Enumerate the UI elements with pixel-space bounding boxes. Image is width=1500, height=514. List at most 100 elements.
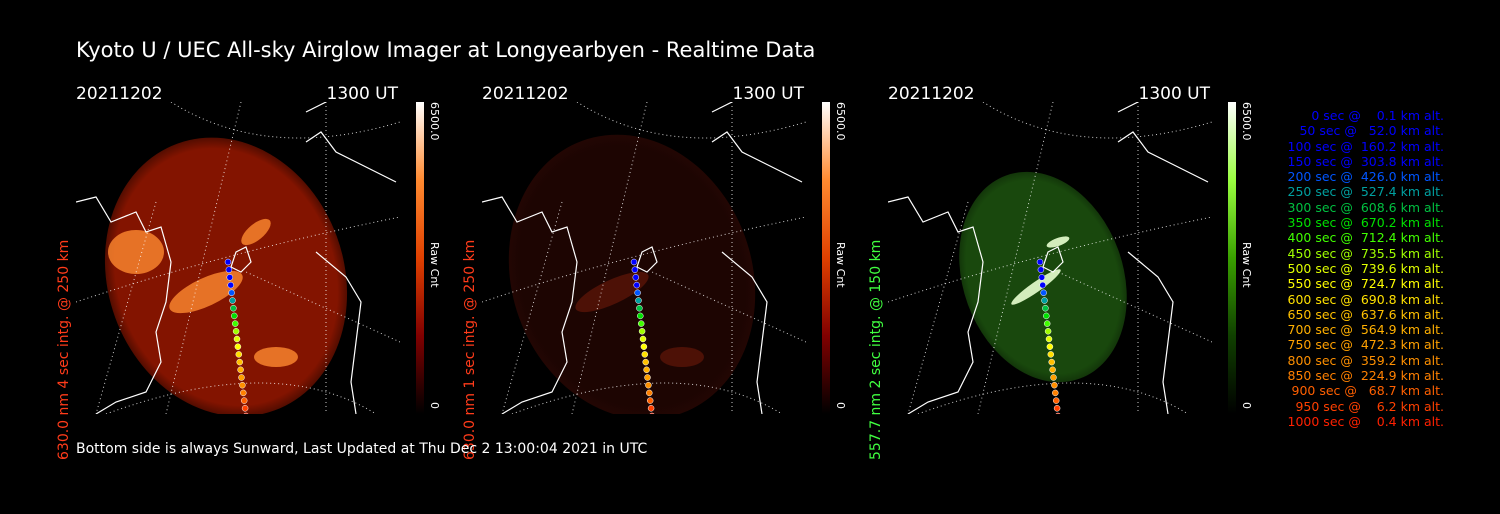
trajectory-point (1042, 304, 1049, 312)
trajectory-point (647, 405, 655, 412)
trajectory-point (1053, 405, 1061, 412)
trajectory-point (646, 397, 654, 404)
trajectory-point (229, 297, 236, 304)
trajectory-point (227, 281, 234, 289)
colorbar-unit-label: Raw Cnt (1240, 242, 1253, 288)
trajectory-point (239, 381, 246, 389)
trajectory-point (634, 289, 641, 297)
colorbar-unit-label: Raw Cnt (428, 242, 441, 288)
legend-entry: 300 sec @ 608.6 km alt. (1283, 199, 1445, 215)
allsky-image (482, 102, 806, 414)
coastline (888, 102, 1209, 414)
trajectory-point (1041, 297, 1048, 304)
legend-entry: 450 sec @ 735.5 km alt. (1283, 245, 1445, 261)
trajectory-point (630, 258, 638, 266)
trajectory-point (637, 312, 644, 320)
trajectory-point (633, 281, 640, 289)
trajectory-point (1038, 274, 1046, 281)
aurora-features (575, 271, 704, 367)
trajectory-point (1036, 258, 1044, 266)
trajectory-point (238, 374, 245, 381)
image-panel-2: 20211202 1300 UT 630.0 nm 1 sec intg. @ 25… (462, 84, 862, 460)
rocket-trajectory (630, 258, 655, 414)
colorbar-unit-label: Raw Cnt (834, 242, 847, 288)
trajectory-point (225, 266, 233, 273)
trajectory-legend: 0 sec @ 0.1 km alt. 50 sec @ 52.0 km alt… (1262, 108, 1445, 429)
aurora-features (108, 218, 298, 367)
trajectory-point (1043, 312, 1050, 320)
coastline (482, 102, 803, 414)
panel-time: 1300 UT (732, 84, 805, 104)
page-title: Kyoto U / UEC All-sky Airglow Imager at … (76, 38, 816, 62)
legend-entry: 650 sec @ 637.6 km alt. (1283, 306, 1445, 322)
trajectory-point (1044, 328, 1052, 335)
trajectory-point (1045, 335, 1053, 343)
trajectory-point (234, 343, 242, 350)
panel-wavelength-label: 630.0 nm 4 sec intg. @ 250 km (56, 239, 72, 461)
trajectory-point (632, 274, 640, 281)
trajectory-point (1050, 374, 1057, 381)
trajectory-point (1052, 397, 1060, 404)
legend-entry: 200 sec @ 426.0 km alt. (1283, 169, 1445, 185)
allsky-image (76, 102, 400, 414)
trajectory-point (638, 328, 646, 335)
colorbar-min-label: 0 (1240, 402, 1253, 409)
trajectory-point (1046, 343, 1054, 350)
legend-entry: 600 sec @ 690.8 km alt. (1283, 291, 1445, 307)
colorbar-min-label: 0 (428, 402, 441, 409)
trajectory-point (240, 389, 247, 397)
panel-wavelength-label: 630.0 nm 1 sec intg. @ 250 km (462, 239, 478, 461)
trajectory-point (231, 312, 238, 320)
trajectory-point (1048, 358, 1055, 366)
trajectory-point (230, 304, 237, 312)
trajectory-point (643, 366, 650, 374)
trajectory-point (231, 320, 239, 327)
trajectory-point (644, 374, 651, 381)
lat-lon-grid (482, 102, 806, 414)
trajectory-point (1047, 351, 1055, 358)
trajectory-point (1049, 366, 1056, 374)
trajectory-point (649, 412, 655, 414)
trajectory-point (1055, 412, 1061, 414)
legend-entry: 800 sec @ 359.2 km alt. (1283, 352, 1445, 368)
legend-entry: 750 sec @ 472.3 km alt. (1283, 337, 1445, 353)
image-panel-3: 20211202 1300 UT 557.7 nm 2 sec intg. @ 15… (868, 84, 1268, 460)
coastline (76, 102, 397, 414)
lat-lon-grid (76, 102, 400, 414)
legend-entry: 0 sec @ 0.1 km alt. (1299, 108, 1444, 123)
colorbar (1228, 102, 1236, 414)
trajectory-point (235, 351, 243, 358)
trajectory-point (241, 405, 249, 412)
panel-time: 1300 UT (1138, 84, 1211, 104)
legend-entry: 250 sec @ 527.4 km alt. (1283, 184, 1445, 200)
legend-entry: 500 sec @ 739.6 km alt. (1283, 260, 1445, 276)
trajectory-point (224, 258, 232, 266)
trajectory-point (232, 328, 240, 335)
colorbar (822, 102, 830, 414)
trajectory-point (639, 335, 647, 343)
trajectory-point (1052, 389, 1059, 397)
trajectory-point (240, 397, 248, 404)
panel-date: 20211202 (482, 84, 569, 104)
trajectory-point (640, 343, 648, 350)
trajectory-point (642, 358, 649, 366)
colorbar-max-label: 6500.0 (834, 102, 847, 141)
trajectory-point (233, 335, 241, 343)
trajectory-point (1037, 266, 1045, 273)
legend-entry: 350 sec @ 670.2 km alt. (1283, 215, 1445, 231)
trajectory-point (1043, 320, 1051, 327)
legend-entry: 700 sec @ 564.9 km alt. (1283, 322, 1445, 338)
legend-entry: 950 sec @ 6.2 km alt. (1291, 398, 1444, 414)
colorbar-min-label: 0 (834, 402, 847, 409)
legend-entry: 1000 sec @ 0.4 km alt. (1287, 413, 1444, 429)
trajectory-point (228, 289, 235, 297)
trajectory-point (243, 412, 249, 414)
colorbar (416, 102, 424, 414)
panel-date: 20211202 (76, 84, 163, 104)
trajectory-point (226, 274, 234, 281)
panel-wavelength-label: 557.7 nm 2 sec intg. @ 150 km (868, 239, 884, 461)
trajectory-point (637, 320, 645, 327)
trajectory-point (641, 351, 649, 358)
trajectory-point (1051, 381, 1058, 389)
trajectory-point (236, 358, 243, 366)
